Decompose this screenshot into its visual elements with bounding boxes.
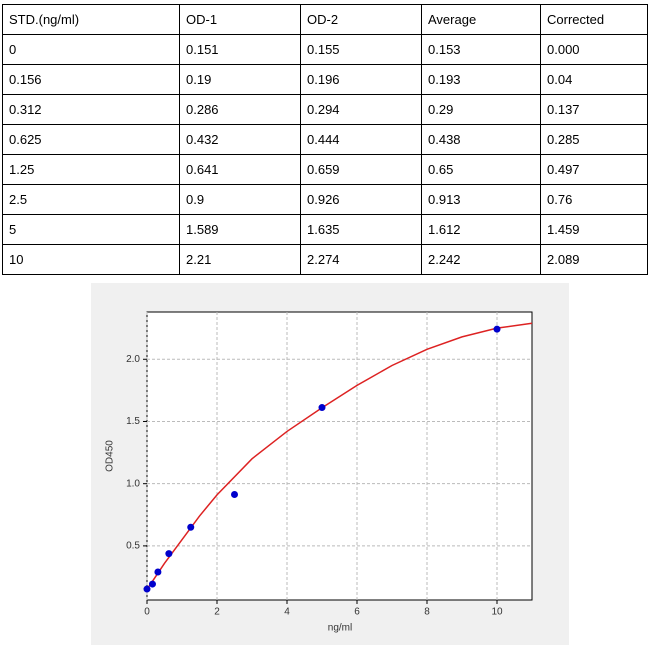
x-tick-label: 4 [284,607,290,618]
table-cell: 10 [2,244,180,275]
data-point [231,491,238,499]
table-cell: 0.641 [179,154,301,185]
data-point [165,550,173,558]
plot-area [146,311,533,601]
table-cell: 2.21 [179,244,301,275]
table-cell: 0.294 [300,94,422,125]
x-tick-label: 8 [424,607,430,618]
table-row: 0.312 0.286 0.294 0.29 0.137 [2,94,648,125]
table-row: 10 2.21 2.274 2.242 2.089 [2,244,648,275]
table-cell: 0.155 [300,34,422,65]
table-cell: 0.76 [540,184,648,215]
table-cell: 2.274 [300,244,422,275]
table-row: 5 1.589 1.635 1.612 1.459 [2,214,648,245]
table-row: 0 0.151 0.155 0.153 0.000 [2,34,648,65]
table-cell: 0.151 [179,34,301,65]
table-cell: 0.438 [421,124,541,155]
data-point [493,325,501,333]
data-point [148,580,156,588]
table-cell: STD.(ng/ml) [2,4,180,35]
table-cell: Corrected [540,4,648,35]
table-cell: 0.312 [2,94,180,125]
table-cell: 0.65 [421,154,541,185]
data-table: STD.(ng/ml) OD-1 OD-2 Average Corrected 0 0.15… [2,4,648,275]
table-cell: OD-1 [179,4,301,35]
data-point [318,404,326,412]
table-cell: 0.193 [421,64,541,95]
table-cell: 2.242 [421,244,541,275]
x-tick-label: 10 [491,607,503,618]
y-axis-label: OD450 [105,440,116,472]
table-cell: 0.432 [179,124,301,155]
table-cell: 1.635 [300,214,422,245]
data-point [143,585,151,593]
data-point [187,523,195,531]
table-cell: 2.5 [2,184,180,215]
table-cell: Average [421,4,541,35]
x-axis-label: ng/ml [328,623,352,634]
x-tick-label: 0 [144,607,150,618]
table-cell: 0.196 [300,64,422,95]
fit-curve [146,322,533,590]
x-tick-label: 6 [354,607,360,618]
table-cell: 1.459 [540,214,648,245]
y-tick-label: 2.0 [126,354,140,365]
data-point [154,568,162,576]
x-tick-label: 2 [214,607,220,618]
table-cell: 2.089 [540,244,648,275]
y-tick-label: 1.0 [126,478,140,489]
table-cell: 0.497 [540,154,648,185]
y-tick-label: 1.5 [126,416,140,427]
table-cell: 0.29 [421,94,541,125]
table-row: STD.(ng/ml) OD-1 OD-2 Average Corrected [2,4,648,35]
y-tick-label: 0.5 [126,541,140,552]
